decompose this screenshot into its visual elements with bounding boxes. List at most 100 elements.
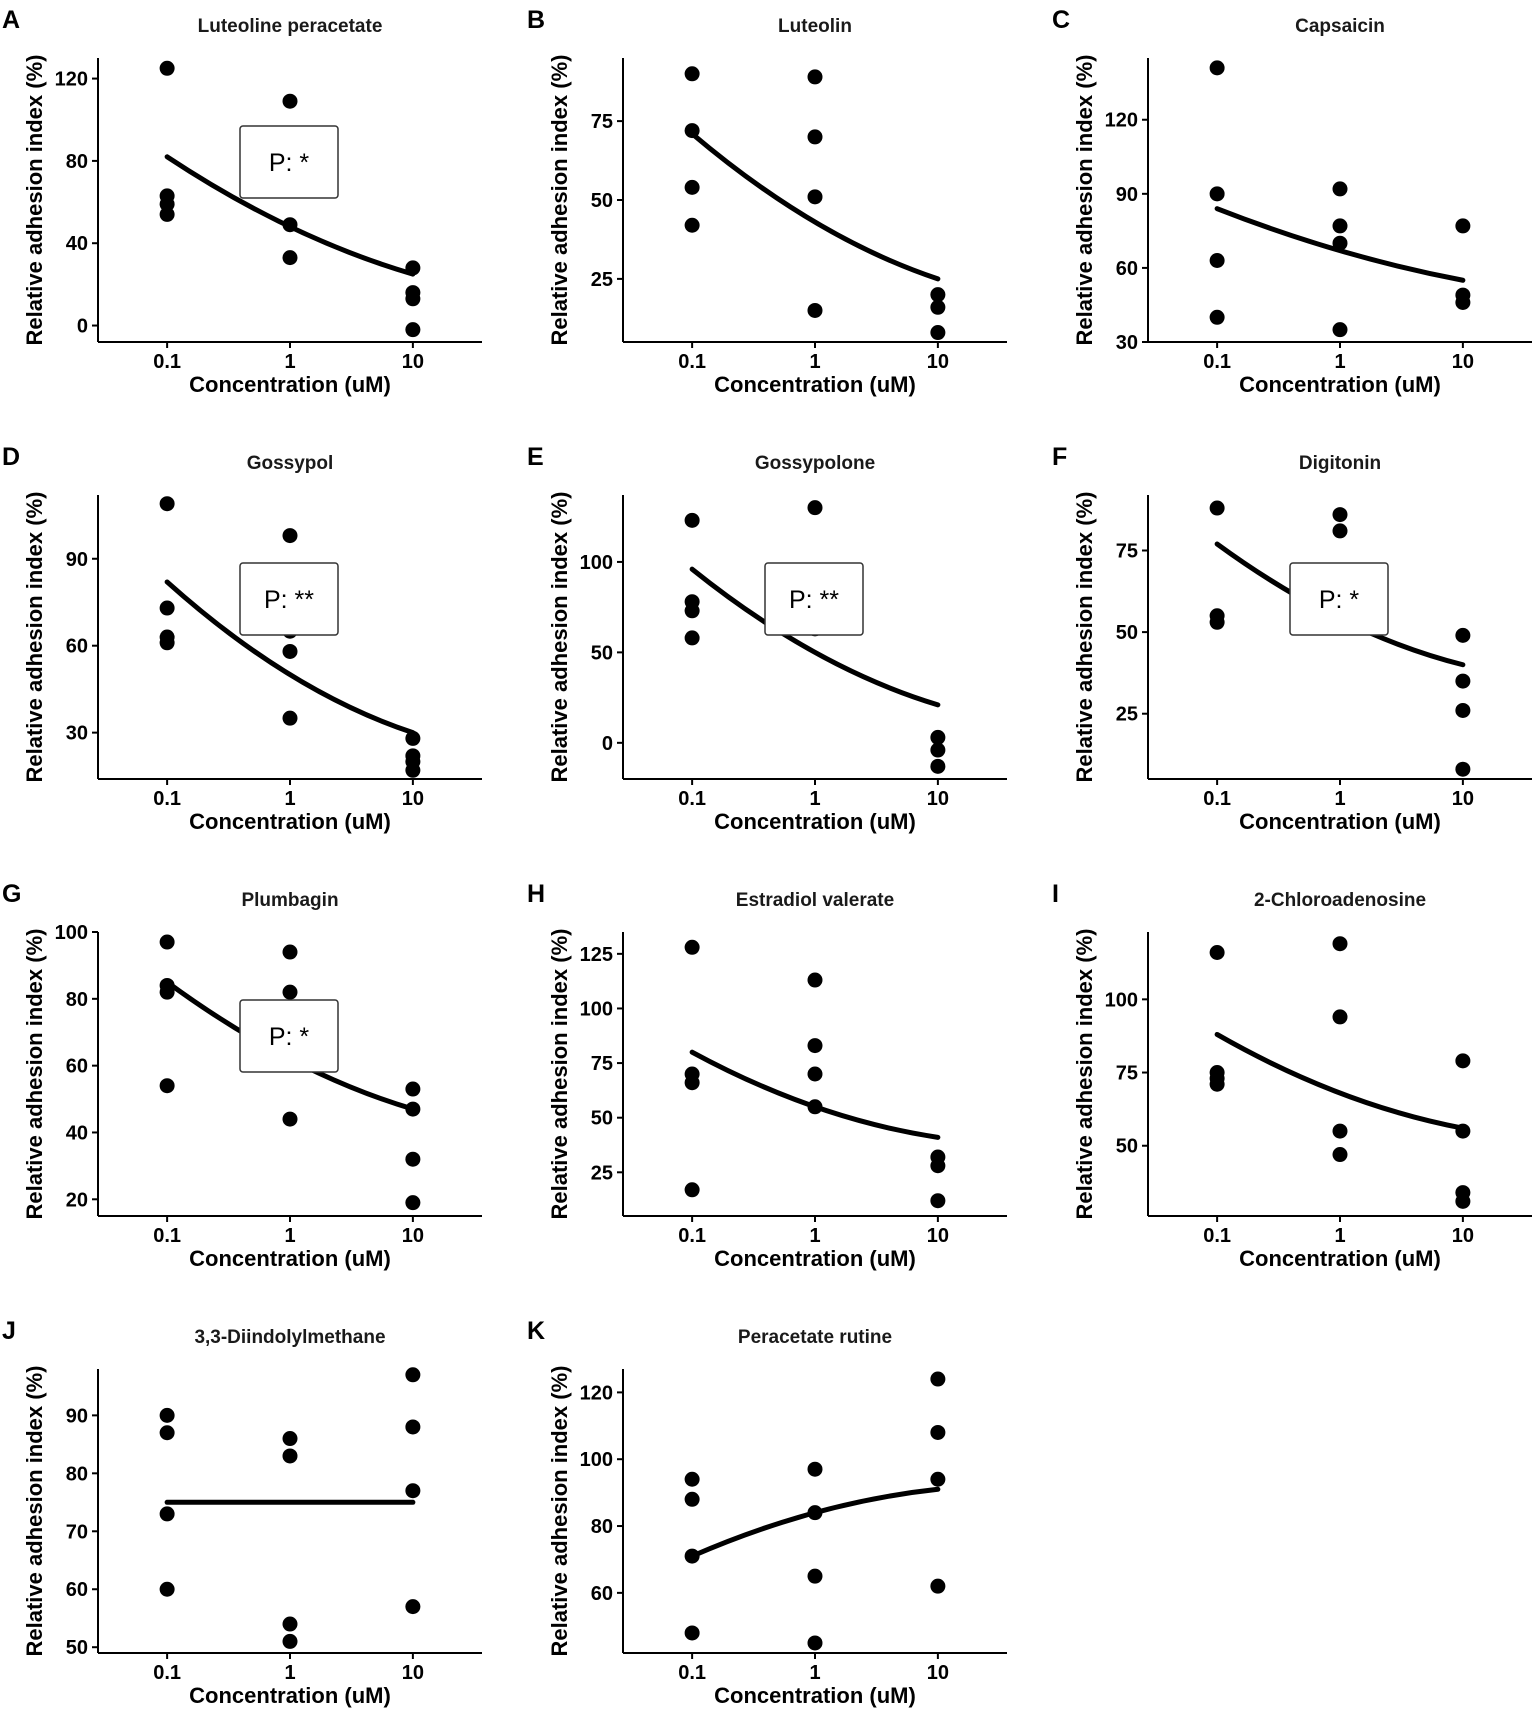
x-tick-label: 10 [402,351,424,373]
data-point [282,217,298,233]
y-tick-label: 75 [1116,540,1138,562]
x-tick-label: 0.1 [678,351,706,373]
x-tick-label: 0.1 [153,351,181,373]
x-axis-label: Concentration (uM) [714,809,916,834]
y-tick-label: 90 [1116,184,1138,206]
data-point [159,635,175,651]
y-axis-label: Relative adhesion index (%) [547,1366,572,1657]
data-point [1332,181,1348,197]
x-tick-label: 10 [1452,1225,1474,1247]
p-value-label: P: * [1319,586,1360,614]
x-axis-label: Concentration (uM) [1239,809,1441,834]
data-point [1209,500,1225,516]
panel-a: A Luteoline peracetate 0 40 80 120 0.1 1 10 Conce… [2,6,482,397]
panel-title: Plumbagin [241,890,338,911]
y-tick-label: 120 [580,1382,613,1404]
data-point [930,1158,946,1174]
data-point [159,1581,175,1597]
data-point [405,1599,421,1615]
data-point [807,1635,823,1651]
data-point [684,512,700,528]
data-point [684,603,700,619]
panel-letter: A [2,6,20,34]
data-point [807,1066,823,1082]
x-tick-label: 0.1 [1203,351,1231,373]
y-tick-label: 40 [66,1122,88,1144]
y-tick-label: 50 [591,1108,613,1130]
y-tick-label: 90 [66,1405,88,1427]
fit-line [689,131,941,282]
data-point [405,1101,421,1117]
data-point [684,1625,700,1641]
x-axis-label: Concentration (uM) [189,809,391,834]
x-tick-label: 1 [809,788,820,810]
fit-line [689,1049,941,1140]
y-axis-label: Relative adhesion index (%) [1072,492,1097,783]
data-point [405,730,421,746]
data-point [159,196,175,212]
data-point [1209,614,1225,630]
y-tick-label: 100 [580,1449,613,1471]
data-point [1455,218,1471,234]
data-point [1332,936,1348,952]
data-point [159,1425,175,1441]
data-point [1332,322,1348,338]
panel-letter: B [527,6,545,34]
p-value-box [239,125,339,199]
panel-title: 2-Chloroadenosine [1254,890,1426,911]
y-axis-label: Relative adhesion index (%) [22,55,47,346]
y-tick-label: 80 [66,151,88,173]
data-point [930,729,946,745]
panel-title: Peracetate rutine [738,1327,892,1348]
panel-letter: E [527,443,544,471]
y-tick-label: 75 [1116,1063,1138,1085]
y-axis-label: Relative adhesion index (%) [1072,55,1097,346]
x-tick-label: 10 [927,351,949,373]
x-tick-label: 1 [809,1225,820,1247]
data-point [807,1505,823,1521]
y-tick-label: 50 [591,642,613,664]
data-point [282,1616,298,1632]
y-tick-label: 100 [1105,989,1138,1011]
panel-title: Gossypolone [755,453,875,474]
x-tick-label: 0.1 [153,1662,181,1684]
data-point [405,260,421,276]
x-tick-label: 10 [402,788,424,810]
panel-title: Luteoline peracetate [198,16,383,37]
data-point [1332,1123,1348,1139]
y-tick-label: 25 [1116,704,1138,726]
data-point [405,1367,421,1383]
y-axis-label: Relative adhesion index (%) [22,929,47,1220]
y-tick-label: 125 [580,944,613,966]
data-point [930,1371,946,1387]
x-axis-label: Concentration (uM) [1239,1246,1441,1271]
data-point [807,972,823,988]
data-point [1332,507,1348,523]
data-point [282,1111,298,1127]
x-axis-label: Concentration (uM) [189,1683,391,1708]
data-point [684,123,700,139]
data-point [1455,1123,1471,1139]
y-axis-label: Relative adhesion index (%) [22,1366,47,1657]
fit-line [689,566,941,708]
data-point [684,1182,700,1198]
panel-letter: I [1052,880,1059,908]
p-value-label: P: * [269,149,310,177]
data-point [405,1195,421,1211]
y-tick-label: 60 [591,1583,613,1605]
y-tick-label: 120 [55,69,88,91]
panel-e: E Gossypolone 0 50 100 0.1 1 10 Concentration (u… [527,443,1007,834]
y-tick-label: 30 [66,723,88,745]
y-tick-label: 90 [66,549,88,571]
data-point [807,129,823,145]
data-point [1455,673,1471,689]
data-point [1209,60,1225,76]
y-axis-label: Relative adhesion index (%) [22,492,47,783]
y-tick-label: 25 [591,269,613,291]
data-point [807,1099,823,1115]
data-point [1455,1053,1471,1069]
data-point [405,1483,421,1499]
panel-letter: J [2,1317,16,1345]
y-tick-label: 0 [77,316,88,338]
